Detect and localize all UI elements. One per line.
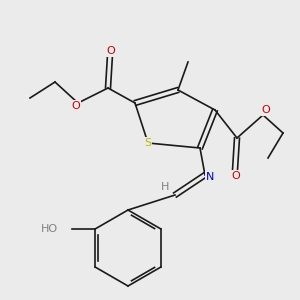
Text: H: H [161, 182, 169, 192]
Text: HO: HO [41, 224, 58, 234]
Text: O: O [262, 105, 270, 115]
Text: N: N [206, 172, 214, 182]
Text: S: S [144, 138, 152, 148]
Text: O: O [72, 101, 80, 111]
Text: O: O [232, 171, 240, 181]
Text: O: O [106, 46, 116, 56]
